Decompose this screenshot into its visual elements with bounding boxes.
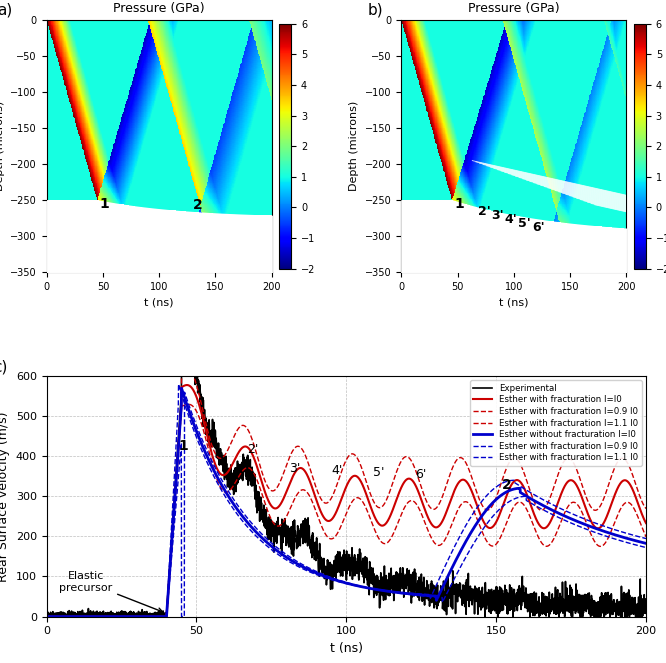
Experimental	[273, 531, 281, 539]
Text: 2: 2	[502, 478, 512, 492]
Esther with fracturation I=I0	[183, 381, 191, 389]
Esther with fracturation I=1.1 I0	[272, 543, 280, 551]
Esther with fracturation I=1.1 I0	[180, 389, 188, 396]
Experimental	[147, 610, 155, 618]
Text: 1: 1	[178, 439, 188, 453]
Text: 2': 2'	[478, 205, 491, 217]
Experimental	[631, 609, 639, 617]
Esther without fracturation I=I0	[178, 385, 186, 392]
Experimental	[566, 581, 574, 589]
Text: 1: 1	[454, 196, 464, 211]
Esther with fracturation I=0.9 I0	[272, 550, 280, 558]
Text: 2: 2	[193, 198, 202, 212]
Line: Esther with fracturation I=0.9 I0: Esther with fracturation I=0.9 I0	[47, 376, 646, 617]
Line: Esther without fracturation I=I0: Esther without fracturation I=I0	[47, 389, 646, 617]
Text: 4': 4'	[505, 213, 517, 225]
Text: 1: 1	[99, 196, 109, 211]
Text: 4': 4'	[331, 464, 343, 477]
Line: Esther with fracturation I=I0: Esther with fracturation I=I0	[47, 385, 646, 617]
Esther without fracturation I=I0	[147, 613, 155, 621]
Esther with fracturation I=0.9 I0	[642, 534, 650, 542]
Text: 5': 5'	[373, 466, 385, 479]
Esther with fracturation I=1.1 I0	[642, 533, 650, 541]
Experimental	[642, 604, 650, 612]
Esther without fracturation I=I0	[642, 540, 650, 548]
Esther with fracturation I=1.1 I0	[147, 613, 155, 621]
Line: Esther with fracturation I=1.1 I0: Esther with fracturation I=1.1 I0	[47, 392, 646, 617]
Text: Elastic
precursor: Elastic precursor	[59, 571, 163, 612]
Experimental	[299, 534, 307, 542]
Esther with fracturation I=0.9 I0	[298, 565, 306, 573]
Esther without fracturation I=I0	[43, 613, 51, 621]
Esther with fracturation I=1.1 I0	[566, 518, 574, 526]
Text: 6': 6'	[532, 221, 545, 233]
Esther without fracturation I=I0	[272, 546, 280, 554]
Esther with fracturation I=0.9 I0	[566, 509, 574, 516]
X-axis label: t (ns): t (ns)	[145, 298, 174, 308]
Text: 6': 6'	[416, 468, 427, 481]
Experimental	[111, 611, 119, 619]
Esther with fracturation I=I0	[298, 465, 306, 473]
Line: Experimental: Experimental	[47, 376, 646, 617]
Esther with fracturation I=1.1 I0	[111, 613, 119, 621]
Esther with fracturation I=1.1 I0	[111, 613, 119, 621]
Esther with fracturation I=0.9 I0	[43, 613, 51, 621]
Line: Esther with fracturation I=1.1 I0: Esther with fracturation I=1.1 I0	[47, 404, 646, 617]
Esther with fracturation I=0.9 I0	[566, 455, 574, 463]
Esther with fracturation I=1.1 I0	[298, 486, 306, 494]
Esther with fracturation I=I0	[147, 613, 155, 621]
Esther with fracturation I=1.1 I0	[272, 522, 280, 530]
Esther with fracturation I=0.9 I0	[111, 613, 119, 621]
Esther with fracturation I=0.9 I0	[631, 532, 639, 540]
Esther with fracturation I=0.9 I0	[174, 380, 182, 388]
Y-axis label: Depth (microns): Depth (microns)	[350, 101, 360, 192]
Esther with fracturation I=0.9 I0	[178, 372, 186, 380]
X-axis label: t (ns): t (ns)	[330, 642, 363, 655]
Esther with fracturation I=0.9 I0	[642, 505, 650, 512]
Esther with fracturation I=I0	[631, 490, 639, 498]
Esther with fracturation I=1.1 I0	[43, 613, 51, 621]
Text: b): b)	[368, 3, 383, 18]
Esther with fracturation I=1.1 I0	[631, 505, 639, 513]
Esther with fracturation I=1.1 I0	[147, 613, 155, 621]
Esther with fracturation I=I0	[111, 613, 119, 621]
Text: 3': 3'	[289, 462, 301, 475]
Esther with fracturation I=1.1 I0	[631, 540, 639, 548]
Esther with fracturation I=I0	[43, 613, 51, 621]
X-axis label: t (ns): t (ns)	[499, 298, 529, 308]
Esther without fracturation I=I0	[111, 613, 119, 621]
Text: 5': 5'	[518, 217, 531, 230]
Experimental	[178, 372, 186, 380]
Esther with fracturation I=0.9 I0	[147, 613, 155, 621]
Esther with fracturation I=0.9 I0	[631, 476, 639, 484]
Title: Pressure (GPa): Pressure (GPa)	[113, 1, 205, 15]
Y-axis label: Rear Surface velocity (m/s): Rear Surface velocity (m/s)	[0, 411, 10, 581]
Text: 3': 3'	[492, 209, 504, 222]
Y-axis label: Depth (microns): Depth (microns)	[0, 101, 5, 192]
Esther with fracturation I=0.9 I0	[147, 613, 155, 621]
Esther with fracturation I=0.9 I0	[298, 446, 306, 454]
Title: Pressure (GPa): Pressure (GPa)	[468, 1, 559, 15]
Esther with fracturation I=0.9 I0	[272, 484, 280, 492]
Esther without fracturation I=I0	[298, 563, 306, 571]
Esther without fracturation I=I0	[631, 536, 639, 544]
Esther without fracturation I=I0	[566, 514, 574, 522]
Esther with fracturation I=1.1 I0	[43, 613, 51, 621]
Esther with fracturation I=I0	[642, 519, 650, 527]
Esther with fracturation I=0.9 I0	[43, 613, 51, 621]
Text: 2': 2'	[248, 443, 259, 456]
Esther with fracturation I=0.9 I0	[111, 613, 119, 621]
Text: a): a)	[0, 3, 13, 18]
Esther with fracturation I=1.1 I0	[642, 544, 650, 552]
Esther with fracturation I=I0	[272, 504, 280, 512]
Legend: Experimental, Esther with fracturation I=I0, Esther with fracturation I=0.9 I0, : Experimental, Esther with fracturation I…	[470, 381, 642, 465]
Experimental	[43, 610, 51, 618]
Esther with fracturation I=1.1 I0	[566, 500, 574, 508]
Esther with fracturation I=I0	[566, 477, 574, 485]
Text: c): c)	[0, 359, 7, 374]
Experimental	[45, 613, 53, 621]
Esther with fracturation I=1.1 I0	[298, 561, 306, 569]
Line: Esther with fracturation I=0.9 I0: Esther with fracturation I=0.9 I0	[47, 384, 646, 617]
Esther with fracturation I=1.1 I0	[184, 400, 192, 408]
